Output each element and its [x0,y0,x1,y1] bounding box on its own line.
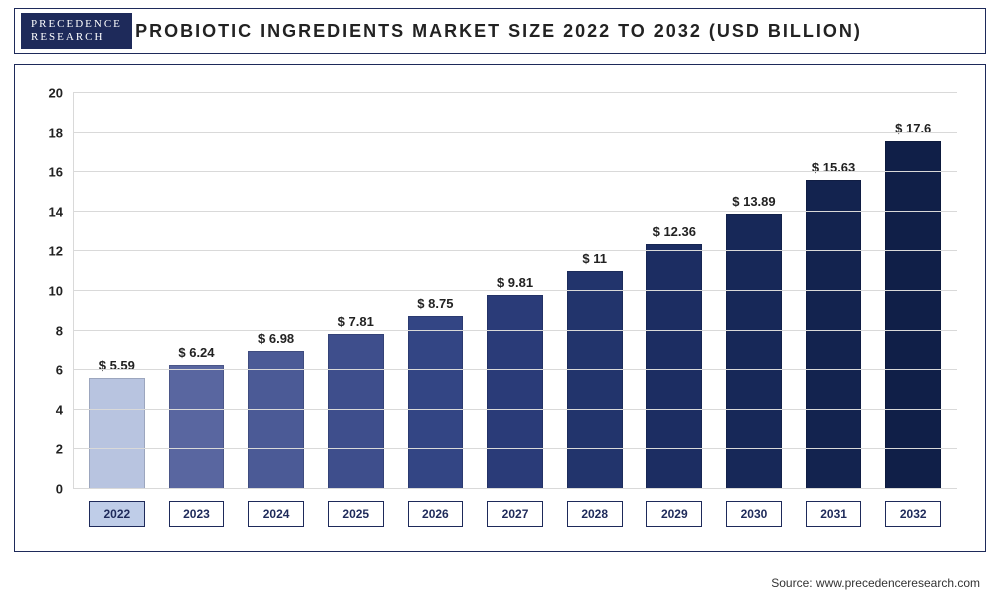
y-tick-label: 16 [49,165,73,180]
bar-value-label: $ 8.75 [417,296,453,311]
chart-frame: $ 5.59 $ 6.24 $ 6.98 $ 7.81 $ 8.75 $ 9.81 $ 11… [14,64,986,552]
bar-slot: $ 13.89 [714,93,794,489]
x-labels-row: 2022 2023 2024 2025 2026 2027 2028 2029 2030 2031… [73,495,957,533]
bar-slot: $ 11 [555,93,635,489]
bar: $ 15.63 [806,180,862,489]
x-label-slot: 2023 [157,495,237,533]
y-tick-label: 10 [49,284,73,299]
gridline [73,369,957,370]
bar-slot: $ 6.98 [236,93,316,489]
gridline [73,171,957,172]
bar-slot: $ 12.36 [634,93,714,489]
gridline [73,488,957,489]
bar-value-label: $ 6.98 [258,331,294,346]
logo: PRECEDENCE RESEARCH [21,13,132,48]
x-axis-label: 2028 [567,501,623,527]
bar-slot: $ 17.6 [873,93,953,489]
logo-line1: PRECEDENCE [31,18,122,31]
x-axis-label: 2027 [487,501,543,527]
bar-value-label: $ 5.59 [99,358,135,373]
bar: $ 5.59 [89,378,145,489]
x-label-slot: 2026 [396,495,476,533]
bar: $ 6.98 [248,351,304,489]
y-tick-label: 0 [56,482,73,497]
x-axis-label: 2032 [885,501,941,527]
bars-row: $ 5.59 $ 6.24 $ 6.98 $ 7.81 $ 8.75 $ 9.81 $ 11… [73,93,957,489]
x-axis-label: 2022 [89,501,145,527]
bar: $ 7.81 [328,334,384,489]
x-axis-label: 2026 [408,501,464,527]
chart-title: PROBIOTIC INGREDIENTS MARKET SIZE 2022 T… [132,21,985,42]
gridline [73,330,957,331]
bar-value-label: $ 15.63 [812,160,855,175]
bar: $ 11 [567,271,623,489]
y-tick-label: 14 [49,204,73,219]
x-label-slot: 2032 [873,495,953,533]
bar-value-label: $ 9.81 [497,275,533,290]
chart-container: PRECEDENCE RESEARCH PROBIOTIC INGREDIENT… [0,0,1000,592]
source-attribution: Source: www.precedenceresearch.com [771,576,980,590]
gridline [73,211,957,212]
x-axis-label: 2031 [806,501,862,527]
x-axis-label: 2029 [646,501,702,527]
gridline [73,290,957,291]
gridline [73,448,957,449]
x-axis-label: 2025 [328,501,384,527]
bar-value-label: $ 12.36 [653,224,696,239]
bar-slot: $ 7.81 [316,93,396,489]
x-label-slot: 2028 [555,495,635,533]
bar-value-label: $ 11 [582,251,607,266]
x-label-slot: 2031 [794,495,874,533]
y-tick-label: 2 [56,442,73,457]
y-tick-label: 20 [49,86,73,101]
gridline [73,132,957,133]
bar-value-label: $ 17.6 [895,121,931,136]
bar-value-label: $ 6.24 [178,345,214,360]
bar: $ 8.75 [408,316,464,489]
bar: $ 12.36 [646,244,702,489]
bar-slot: $ 15.63 [794,93,874,489]
bar-slot: $ 6.24 [157,93,237,489]
gridline [73,409,957,410]
y-tick-label: 8 [56,323,73,338]
bar-slot: $ 8.75 [396,93,476,489]
bar-value-label: $ 7.81 [338,314,374,329]
y-tick-label: 4 [56,402,73,417]
x-label-slot: 2025 [316,495,396,533]
logo-line2: RESEARCH [31,31,122,44]
x-label-slot: 2027 [475,495,555,533]
x-label-slot: 2029 [634,495,714,533]
plot-area: $ 5.59 $ 6.24 $ 6.98 $ 7.81 $ 8.75 $ 9.81 $ 11… [73,93,957,489]
bar-slot: $ 9.81 [475,93,555,489]
x-label-slot: 2030 [714,495,794,533]
x-axis-label: 2023 [169,501,225,527]
gridline [73,92,957,93]
y-tick-label: 18 [49,125,73,140]
x-axis-label: 2030 [726,501,782,527]
bar: $ 9.81 [487,295,543,489]
bar: $ 17.6 [885,141,941,489]
x-axis-label: 2024 [248,501,304,527]
bar-slot: $ 5.59 [77,93,157,489]
x-label-slot: 2024 [236,495,316,533]
bar-value-label: $ 13.89 [732,194,775,209]
y-tick-label: 6 [56,363,73,378]
bar: $ 6.24 [169,365,225,489]
y-tick-label: 12 [49,244,73,259]
header-bar: PRECEDENCE RESEARCH PROBIOTIC INGREDIENT… [14,8,986,54]
gridline [73,250,957,251]
x-label-slot: 2022 [77,495,157,533]
